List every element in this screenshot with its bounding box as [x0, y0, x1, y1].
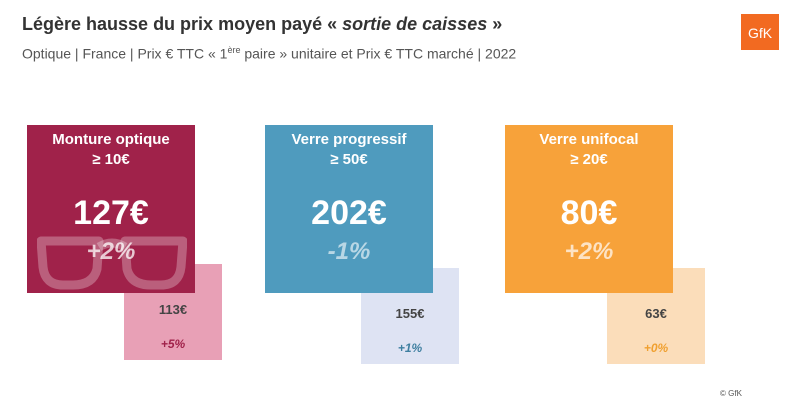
checkout-price-box-monture: Monture optique ≥ 10€ 127€ +2%: [27, 125, 195, 293]
title-emphasis: sortie de caisses: [342, 14, 488, 34]
market-price-value: 155€: [395, 306, 425, 321]
logo-text: GfK: [748, 25, 773, 41]
chart-title: Légère hausse du prix moyen payé « sorti…: [22, 14, 502, 35]
market-price-value: 63€: [645, 306, 667, 321]
market-price-change: +0%: [643, 341, 669, 355]
copyright: © GfK: [720, 389, 742, 398]
glasses-icon: [37, 236, 187, 290]
market-price-value: 113€: [158, 302, 188, 317]
title-end: »: [487, 14, 503, 34]
category-threshold: ≥ 20€: [570, 151, 608, 168]
title-main: Légère hausse du prix moyen payé «: [22, 14, 343, 34]
category-threshold: ≥ 10€: [92, 151, 130, 168]
checkout-price-box-progressif: Verre progressif ≥ 50€ 202€ -1%: [265, 125, 433, 293]
subtitle-part1: Optique | France | Prix € TTC « 1: [22, 45, 228, 62]
checkout-price-change: +2%: [564, 238, 614, 265]
subtitle-superscript: ère: [227, 45, 241, 55]
market-price-change: +5%: [160, 337, 186, 351]
category-name: Verre progressif: [291, 131, 407, 148]
category-name: Verre unifocal: [539, 131, 639, 148]
category-threshold: ≥ 50€: [330, 151, 368, 168]
checkout-price-value: 202€: [311, 194, 387, 232]
category-name: Monture optique: [52, 131, 170, 148]
checkout-price-change: +2%: [86, 238, 136, 265]
checkout-price-value: 80€: [560, 194, 618, 232]
chart-subtitle: Optique | France | Prix € TTC « 1ère pai…: [22, 45, 516, 62]
gfk-logo: GfK: [741, 14, 779, 50]
checkout-price-box-unifocal: Verre unifocal ≥ 20€ 80€ +2%: [505, 125, 673, 293]
checkout-price-change: -1%: [327, 238, 371, 265]
market-price-change: +1%: [397, 341, 423, 355]
checkout-price-value: 127€: [73, 194, 149, 232]
subtitle-part2: paire » unitaire et Prix € TTC marché | …: [240, 45, 517, 62]
